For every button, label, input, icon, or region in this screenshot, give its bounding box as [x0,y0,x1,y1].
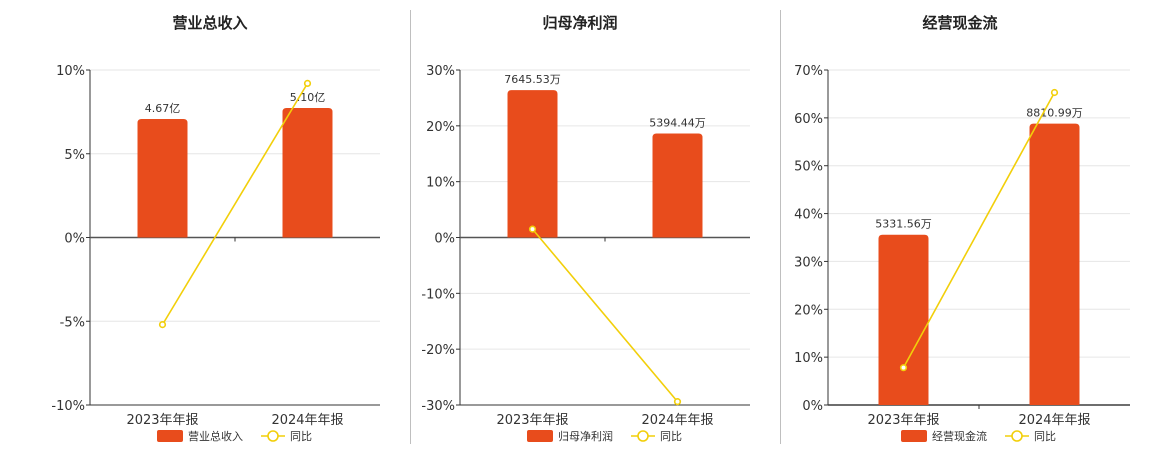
y-tick-label: 60% [794,112,823,127]
y-tick-label: 30% [794,255,823,270]
y-tick-label: 0% [802,399,823,414]
y-tick-label: 20% [426,120,455,135]
y-tick-label: 0% [64,232,85,247]
y-tick-label: 10% [426,176,455,191]
bar-data-label: 4.67亿 [145,102,181,115]
panel-divider-1 [410,10,411,444]
legend-line-label: 同比 [1034,430,1056,443]
yoy-line [161,82,309,326]
legend-line-marker [1011,430,1023,442]
yoy-point [303,79,312,87]
bar [282,108,333,238]
y-tick-label: 5% [64,148,85,163]
chart-panel-2: 归母净利润 30% 20% 10% 0% -10% -20% -30% 7645.53万 5394… [421,14,750,443]
yoy-point [528,225,537,233]
x-tick-label: 2024年年报 [641,413,713,428]
yoy-point [673,398,682,406]
x-tick-label: 2023年年报 [496,413,568,428]
chart-panel-3: 经营现金流 70% 60% 50% 40% 30% 20% 10% 0% 5331.56万 8810… [794,14,1130,443]
yoy-point [899,364,908,372]
bar [507,90,558,238]
y-tick-label: -20% [421,343,455,358]
bar [1029,123,1080,405]
legend-line-label: 同比 [660,430,682,443]
yoy-point [1050,88,1059,97]
chart-panel-1: 营业总收入 10% 5% 0% -5% -10% 4.67亿 5.10亿 2023年年报 2024… [51,14,380,443]
bar [878,234,929,405]
legend-line-marker [267,430,279,442]
bar [652,133,703,238]
y-tick-label: -5% [60,315,85,330]
x-tick-label: 2024年年报 [1018,413,1090,428]
y-tick-label: 0% [434,232,455,247]
x-tick-label: 2023年年报 [126,413,198,428]
chart-title: 营业总收入 [172,14,247,32]
y-tick-label: -10% [421,287,455,302]
y-tick-label: 70% [794,64,823,79]
y-tick-label: 30% [426,64,455,79]
yoy-line [902,92,1056,369]
yoy-point [158,321,167,329]
legend-bar-swatch [157,430,183,442]
legend-bar-label: 归母净利润 [558,429,613,443]
yoy-line [531,228,679,403]
panel-divider-2 [780,10,781,444]
legend-line-marker [637,430,649,442]
bar-data-label: 8810.99万 [1026,107,1083,120]
y-tick-label: -10% [51,399,85,414]
bar-data-label: 7645.53万 [504,73,561,86]
y-tick-label: 20% [794,303,823,318]
legend-line-label: 同比 [290,430,312,443]
x-tick-label: 2023年年报 [867,413,939,428]
y-tick-label: 40% [794,208,823,223]
chart-title: 经营现金流 [922,14,997,32]
x-tick-label: 2024年年报 [271,413,343,428]
chart-title: 归母净利润 [542,14,617,32]
legend-bar-swatch [527,430,553,442]
bar-data-label: 5331.56万 [875,218,932,231]
bar-data-label: 5394.44万 [649,116,706,129]
legend-bar-label: 营业总收入 [188,429,243,443]
legend-bar-label: 经营现金流 [932,429,987,443]
legend-bar-swatch [901,430,927,442]
y-tick-label: 50% [794,160,823,175]
y-tick-label: -30% [421,399,455,414]
y-tick-label: 10% [56,64,85,79]
y-tick-label: 10% [794,351,823,366]
bar-data-label: 5.10亿 [290,91,326,104]
bar [137,118,188,238]
